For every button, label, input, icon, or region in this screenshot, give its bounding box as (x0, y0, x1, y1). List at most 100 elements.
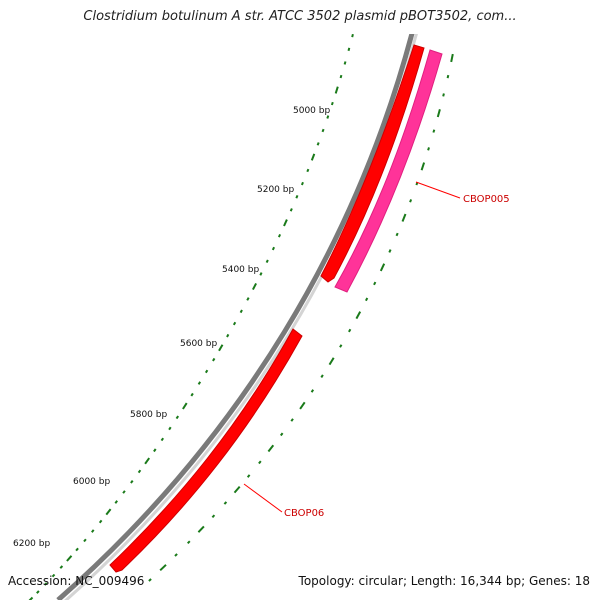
inner-tick-9 (401, 213, 407, 222)
outer-tick-46 (59, 565, 64, 569)
map-title: Clostridium botulinum A str. ATCC 3502 p… (83, 9, 517, 24)
inner-tick-16 (348, 328, 352, 333)
outer-tick-43 (83, 538, 87, 543)
outer-tick-34 (153, 448, 157, 453)
outer-tick-24 (226, 333, 230, 338)
inner-tick-32 (174, 553, 178, 557)
outer-tick-2 (347, 47, 351, 52)
gene-label-cbop005[interactable]: CBOP005 (463, 194, 510, 205)
outer-tick-31 (175, 415, 180, 420)
gene-label-cbop06[interactable]: CBOP06 (284, 508, 324, 519)
inner-tick-track (148, 53, 454, 582)
outer-tick-17 (271, 246, 276, 251)
inner-tick-11 (388, 249, 392, 253)
tick-labels: 4800 bp 5000 bp 5200 bp 5400 bp 5600 bp … (13, 24, 357, 549)
inner-tick-0 (450, 53, 454, 63)
outer-tick-47 (51, 573, 56, 578)
gene-cbop005-reverse (334, 49, 443, 293)
outer-tick-48 (43, 582, 48, 586)
outer-tick-37 (130, 480, 134, 484)
outer-tick-10 (310, 153, 316, 161)
tick-label-6200: 6200 bp (13, 539, 50, 549)
outer-tick-9 (316, 142, 320, 146)
outer-tick-49 (36, 590, 40, 594)
outer-tick-16 (277, 233, 282, 238)
inner-tick-21 (299, 401, 306, 410)
inner-tick-33 (159, 564, 167, 572)
outer-tick-41 (98, 519, 103, 524)
gene-cbop005-forward (320, 44, 425, 283)
inner-tick-8 (409, 199, 413, 203)
outer-tick-6 (330, 101, 334, 106)
tick-label-5600: 5600 bp (180, 339, 217, 349)
outer-tick-32 (168, 426, 172, 431)
outer-tick-22 (239, 309, 243, 314)
inner-tick-30 (197, 525, 205, 533)
outer-tick-23 (232, 321, 237, 326)
outer-tick-track (28, 34, 354, 600)
inner-tick-2 (442, 93, 445, 97)
outer-tick-1 (351, 34, 354, 38)
map-summary: Topology: circular; Length: 16,344 bp; G… (298, 574, 590, 588)
outer-tick-11 (306, 168, 310, 173)
backbone-outer (56, 34, 415, 600)
outer-tick-44 (75, 547, 79, 552)
inner-tick-13 (373, 281, 377, 286)
tick-label-5400: 5400 bp (222, 265, 259, 275)
outer-tick-38 (122, 490, 126, 494)
inner-tick-24 (267, 444, 275, 453)
inner-tick-17 (339, 344, 343, 348)
inner-tick-4 (432, 129, 436, 133)
outer-tick-3 (343, 61, 347, 65)
outer-tick-12 (300, 181, 304, 186)
inner-tick-29 (211, 514, 216, 519)
inner-tick-22 (290, 418, 294, 422)
outer-tick-20 (252, 282, 257, 291)
label-line-cbop06 (243, 483, 283, 513)
outer-tick-33 (160, 437, 165, 442)
tick-label-6000: 6000 bp (73, 477, 110, 487)
inner-tick-10 (395, 232, 399, 237)
outer-tick-29 (190, 392, 194, 397)
inner-tick-19 (320, 374, 324, 378)
tick-label-5000: 5000 bp (293, 106, 330, 116)
outer-tick-27 (204, 369, 209, 374)
inner-tick-12 (379, 263, 386, 272)
inner-tick-23 (279, 432, 284, 437)
outer-tick-50 (28, 596, 34, 600)
inner-tick-20 (310, 389, 315, 393)
inner-tick-34 (148, 578, 152, 582)
outer-tick-8 (321, 128, 325, 133)
outer-tick-13 (295, 195, 299, 199)
outer-tick-30 (182, 402, 188, 410)
inner-tick-1 (446, 74, 450, 79)
gene-cbop06-forward (109, 328, 303, 573)
outer-tick-39 (114, 500, 118, 504)
outer-tick-40 (105, 508, 112, 516)
inner-tick-3 (436, 109, 441, 118)
outer-tick-28 (197, 381, 202, 385)
outer-tick-25 (218, 344, 224, 352)
inner-tick-6 (420, 162, 426, 171)
inner-tick-18 (328, 357, 335, 366)
outer-tick-14 (289, 208, 293, 212)
tick-label-4800: 4800 bp (320, 24, 357, 34)
inner-tick-31 (186, 540, 191, 545)
inner-tick-27 (233, 485, 241, 494)
outer-tick-15 (283, 219, 288, 227)
outer-tick-45 (66, 555, 73, 562)
inner-tick-14 (365, 297, 369, 302)
outer-tick-4 (339, 74, 343, 79)
outer-tick-36 (137, 469, 142, 474)
inner-tick-15 (355, 311, 362, 320)
outer-tick-21 (246, 297, 250, 301)
label-line-cbop005 (415, 181, 461, 199)
tick-label-5800: 5800 bp (130, 410, 167, 420)
outer-tick-42 (91, 529, 95, 533)
inner-tick-5 (427, 147, 430, 151)
outer-tick-5 (334, 86, 339, 94)
accession-label: Accession: NC_009496 (8, 574, 145, 588)
outer-tick-35 (144, 457, 151, 465)
outer-tick-18 (265, 259, 269, 264)
